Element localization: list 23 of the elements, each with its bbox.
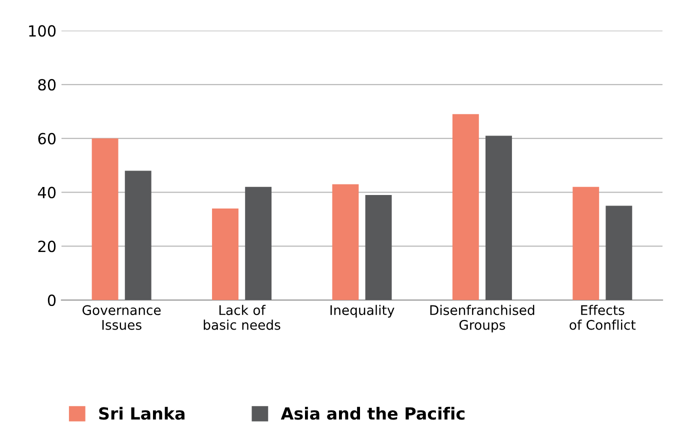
x-tick-label: Inequality <box>330 304 394 318</box>
x-tick-label: Effects of Conflict <box>570 304 636 330</box>
x-tick-label: Lack of basic needs <box>204 304 280 330</box>
y-tick-label: 100 <box>29 25 56 37</box>
bar <box>365 194 392 300</box>
bar <box>452 114 479 300</box>
bar <box>606 206 632 300</box>
bar <box>486 136 512 300</box>
x-tick-label: Disenfranchised Groups <box>430 304 534 332</box>
bar <box>332 184 359 300</box>
y-tick-label: 0 <box>48 294 56 306</box>
legend-label: Asia and the Pacific <box>280 406 464 420</box>
bar <box>572 186 600 300</box>
bar <box>212 208 238 300</box>
y-tick-label: 60 <box>38 132 56 144</box>
bar <box>92 138 118 300</box>
y-tick-label: 40 <box>38 186 56 198</box>
x-tick-label: Governance Issues <box>82 305 161 330</box>
y-tick-label: 80 <box>38 79 56 91</box>
bar <box>124 170 152 300</box>
y-tick-label: 20 <box>38 240 56 252</box>
legend-label: Sri Lanka <box>99 406 184 420</box>
bar <box>245 186 272 300</box>
